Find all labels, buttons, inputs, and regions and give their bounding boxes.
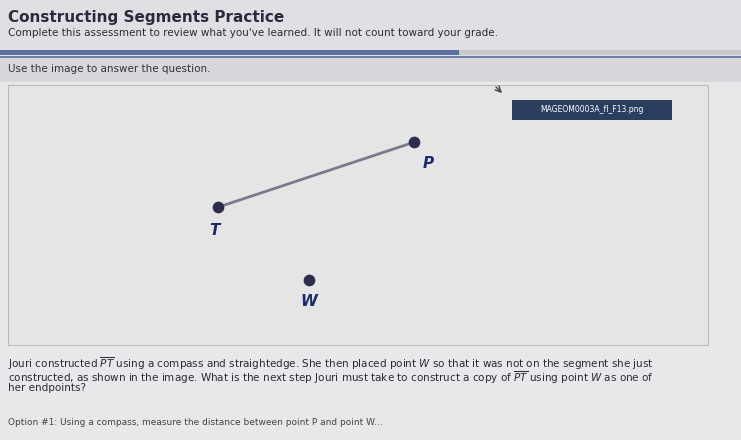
Bar: [8, 85, 708, 345]
Text: constructed, as shown in the image. What is the next step Jouri must take to con: constructed, as shown in the image. What…: [8, 369, 654, 385]
Text: Option #1: Using a compass, measure the distance between point P and point W...: Option #1: Using a compass, measure the …: [8, 418, 382, 427]
Text: Complete this assessment to review what you've learned. It will not count toward: Complete this assessment to review what …: [8, 28, 498, 38]
Bar: [0, 50, 459, 55]
Text: T: T: [209, 223, 219, 238]
Bar: [0, 50, 741, 55]
Bar: [0, 57, 741, 82]
Text: her endpoints?: her endpoints?: [8, 383, 86, 393]
Bar: [0, 0, 741, 62]
Text: P: P: [422, 156, 433, 171]
Point: [212, 204, 224, 211]
Text: Jouri constructed $\overline{PT}$ using a compass and straightedge. She then pla: Jouri constructed $\overline{PT}$ using …: [8, 355, 654, 371]
Text: W: W: [301, 294, 317, 309]
Text: Constructing Segments Practice: Constructing Segments Practice: [8, 10, 285, 25]
Text: MAGEOM0003A_fl_F13.png: MAGEOM0003A_fl_F13.png: [540, 106, 644, 114]
Text: Use the image to answer the question.: Use the image to answer the question.: [8, 64, 210, 74]
Bar: [512, 100, 672, 120]
Point: [303, 276, 315, 283]
Point: [408, 139, 420, 146]
